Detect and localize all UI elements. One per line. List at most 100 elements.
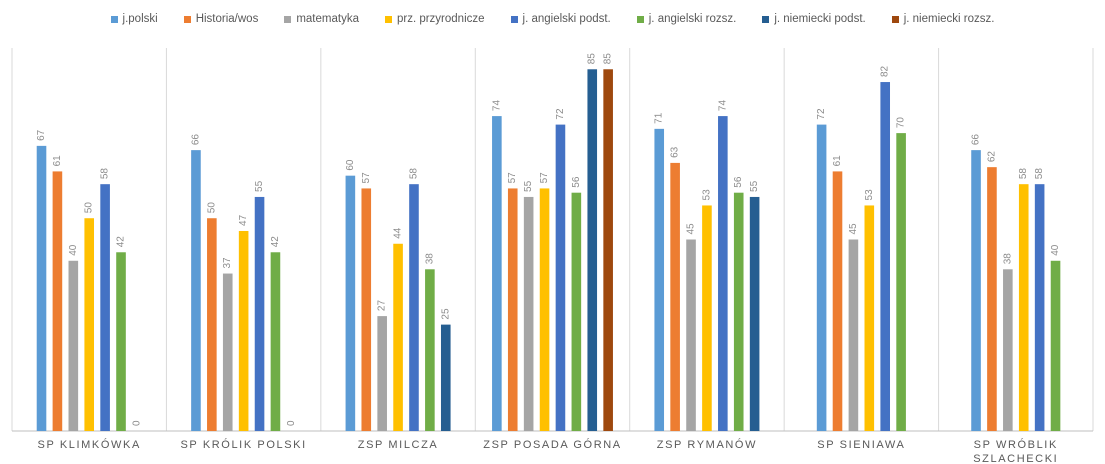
bar-sp-krolik-polski-prz-przyrodnicze [238, 230, 249, 431]
bar-zsp-milcza-j-niemiecki-podst [440, 324, 451, 431]
data-label: 72 [555, 108, 566, 120]
bar-sp-sieniawa-j-angielski-rozsz [896, 133, 906, 431]
legend-item-historia-wos: Historia/wos [183, 13, 259, 25]
bar-zsp-rymanow-j-angielski-rozsz [733, 192, 744, 431]
data-label: 40 [1050, 244, 1061, 256]
data-label: 44 [393, 227, 404, 239]
bar-sp-wroblik-szlachecki-j-angielski-rozsz [1050, 260, 1061, 431]
bar-sp-krolik-polski-j-polski [191, 150, 201, 431]
category-label: ZSP RYMANÓW [657, 438, 757, 451]
category-label: SP KLIMKÓWKA [38, 438, 141, 451]
legend-swatch [110, 15, 118, 23]
bar-zsp-milcza-j-angielski-rozsz [425, 269, 435, 431]
bar-sp-klimkowka-historia-wos [52, 171, 63, 431]
data-label: 74 [491, 100, 502, 112]
bar-sp-wroblik-szlachecki-j-angielski-podst [1034, 184, 1045, 431]
data-label: 42 [116, 236, 127, 248]
data-label: 71 [654, 112, 665, 124]
data-label: 82 [880, 65, 891, 77]
legend-swatch [384, 15, 392, 23]
legend-item-j-angielski-podst: j. angielski podst. [510, 13, 611, 25]
legend-label: prz. przyrodnicze [396, 13, 485, 25]
data-label: 58 [100, 168, 111, 180]
legend-item-j-polski: j.polski [110, 13, 158, 25]
legend-label: j.polski [122, 13, 158, 25]
legend-label: j. angielski podst. [522, 13, 611, 25]
bar-sp-sieniawa-prz-przyrodnicze [864, 205, 875, 431]
bar-zsp-posada-gorna-j-polski [492, 116, 502, 431]
data-label: 50 [84, 202, 95, 214]
data-label: 45 [848, 223, 859, 235]
bar-zsp-rymanow-prz-przyrodnicze [702, 205, 712, 431]
data-label: 53 [701, 189, 712, 201]
bar-sp-sieniawa-historia-wos [832, 171, 843, 431]
legend-item-matematyka: matematyka [284, 13, 359, 25]
bar-sp-klimkowka-prz-przyrodnicze [84, 218, 95, 431]
legend-swatch [762, 15, 770, 23]
bar-sp-krolik-polski-matematyka [222, 273, 233, 431]
bar-zsp-posada-gorna-j-niemiecki-rozsz [603, 69, 613, 432]
data-label: 67 [36, 129, 47, 141]
category-label: ZSP POSADA GÓRNA [483, 438, 621, 451]
data-label: 57 [361, 172, 372, 184]
legend-swatch [891, 15, 899, 23]
legend-label: j. niemiecki rozsz. [903, 13, 995, 25]
data-label: 38 [424, 253, 435, 265]
data-label: 42 [270, 236, 281, 248]
bar-sp-wroblik-szlachecki-historia-wos [987, 167, 997, 431]
bar-sp-klimkowka-j-angielski-rozsz [116, 252, 126, 431]
data-label: 85 [587, 53, 598, 65]
category-label: SP KRÓLIK POLSKI [181, 438, 307, 451]
legend-label: matematyka [296, 13, 359, 25]
bar-zsp-posada-gorna-matematyka [523, 196, 534, 431]
data-label: 0 [131, 420, 142, 426]
category-label: ZSP MILCZA [358, 439, 439, 451]
data-label: 58 [1034, 168, 1045, 180]
data-label: 50 [206, 202, 217, 214]
bar-sp-sieniawa-j-angielski-podst [880, 82, 891, 432]
data-label: 74 [717, 100, 728, 112]
data-label: 37 [222, 257, 233, 269]
data-label: 57 [507, 172, 518, 184]
bar-zsp-rymanow-matematyka [686, 239, 696, 431]
bar-sp-klimkowka-j-angielski-podst [100, 184, 110, 431]
legend-label: j. niemiecki podst. [774, 13, 866, 25]
bar-zsp-posada-gorna-j-angielski-podst [555, 124, 566, 431]
bar-zsp-milcza-j-polski [345, 175, 356, 431]
legend-swatch [636, 15, 644, 23]
data-label: 57 [539, 172, 550, 184]
data-label: 60 [345, 159, 356, 171]
legend-label: Historia/wos [195, 13, 259, 25]
data-label: 25 [440, 308, 451, 320]
bar-sp-klimkowka-matematyka [68, 260, 79, 431]
data-label: 56 [733, 176, 744, 188]
bar-zsp-posada-gorna-j-angielski-rozsz [571, 192, 582, 431]
data-label: 66 [971, 134, 982, 146]
data-label: 85 [603, 53, 614, 65]
data-label: 45 [686, 223, 697, 235]
data-label: 0 [286, 420, 297, 426]
bar-sp-krolik-polski-j-angielski-podst [254, 196, 265, 431]
bar-zsp-rymanow-j-niemiecki-podst [749, 196, 760, 431]
bar-sp-wroblik-szlachecki-j-polski [971, 150, 981, 431]
legend-item-prz-przyrodnicze: prz. przyrodnicze [384, 13, 485, 25]
legend-swatch [183, 15, 191, 23]
bar-sp-klimkowka-j-polski [36, 145, 47, 431]
data-label: 62 [986, 151, 997, 163]
legend-swatch [510, 15, 518, 23]
legend-item-j-niemiecki-podst: j. niemiecki podst. [762, 13, 866, 25]
data-label: 55 [523, 180, 534, 192]
bar-zsp-milcza-matematyka [377, 316, 387, 431]
bar-sp-krolik-polski-j-angielski-rozsz [270, 252, 281, 431]
data-label: 27 [377, 300, 388, 312]
data-label: 72 [816, 108, 827, 120]
data-label: 56 [571, 176, 582, 188]
data-label: 47 [238, 214, 249, 226]
bar-zsp-posada-gorna-prz-przyrodnicze [539, 188, 550, 431]
bar-zsp-rymanow-j-angielski-podst [718, 116, 728, 431]
data-label: 70 [896, 117, 907, 129]
data-label: 63 [670, 146, 681, 158]
legend-item-j-angielski-rozsz: j. angielski rozsz. [636, 13, 736, 25]
chart-legend: j.polski Historia/wos matematyka prz. przyr… [0, 8, 1105, 30]
